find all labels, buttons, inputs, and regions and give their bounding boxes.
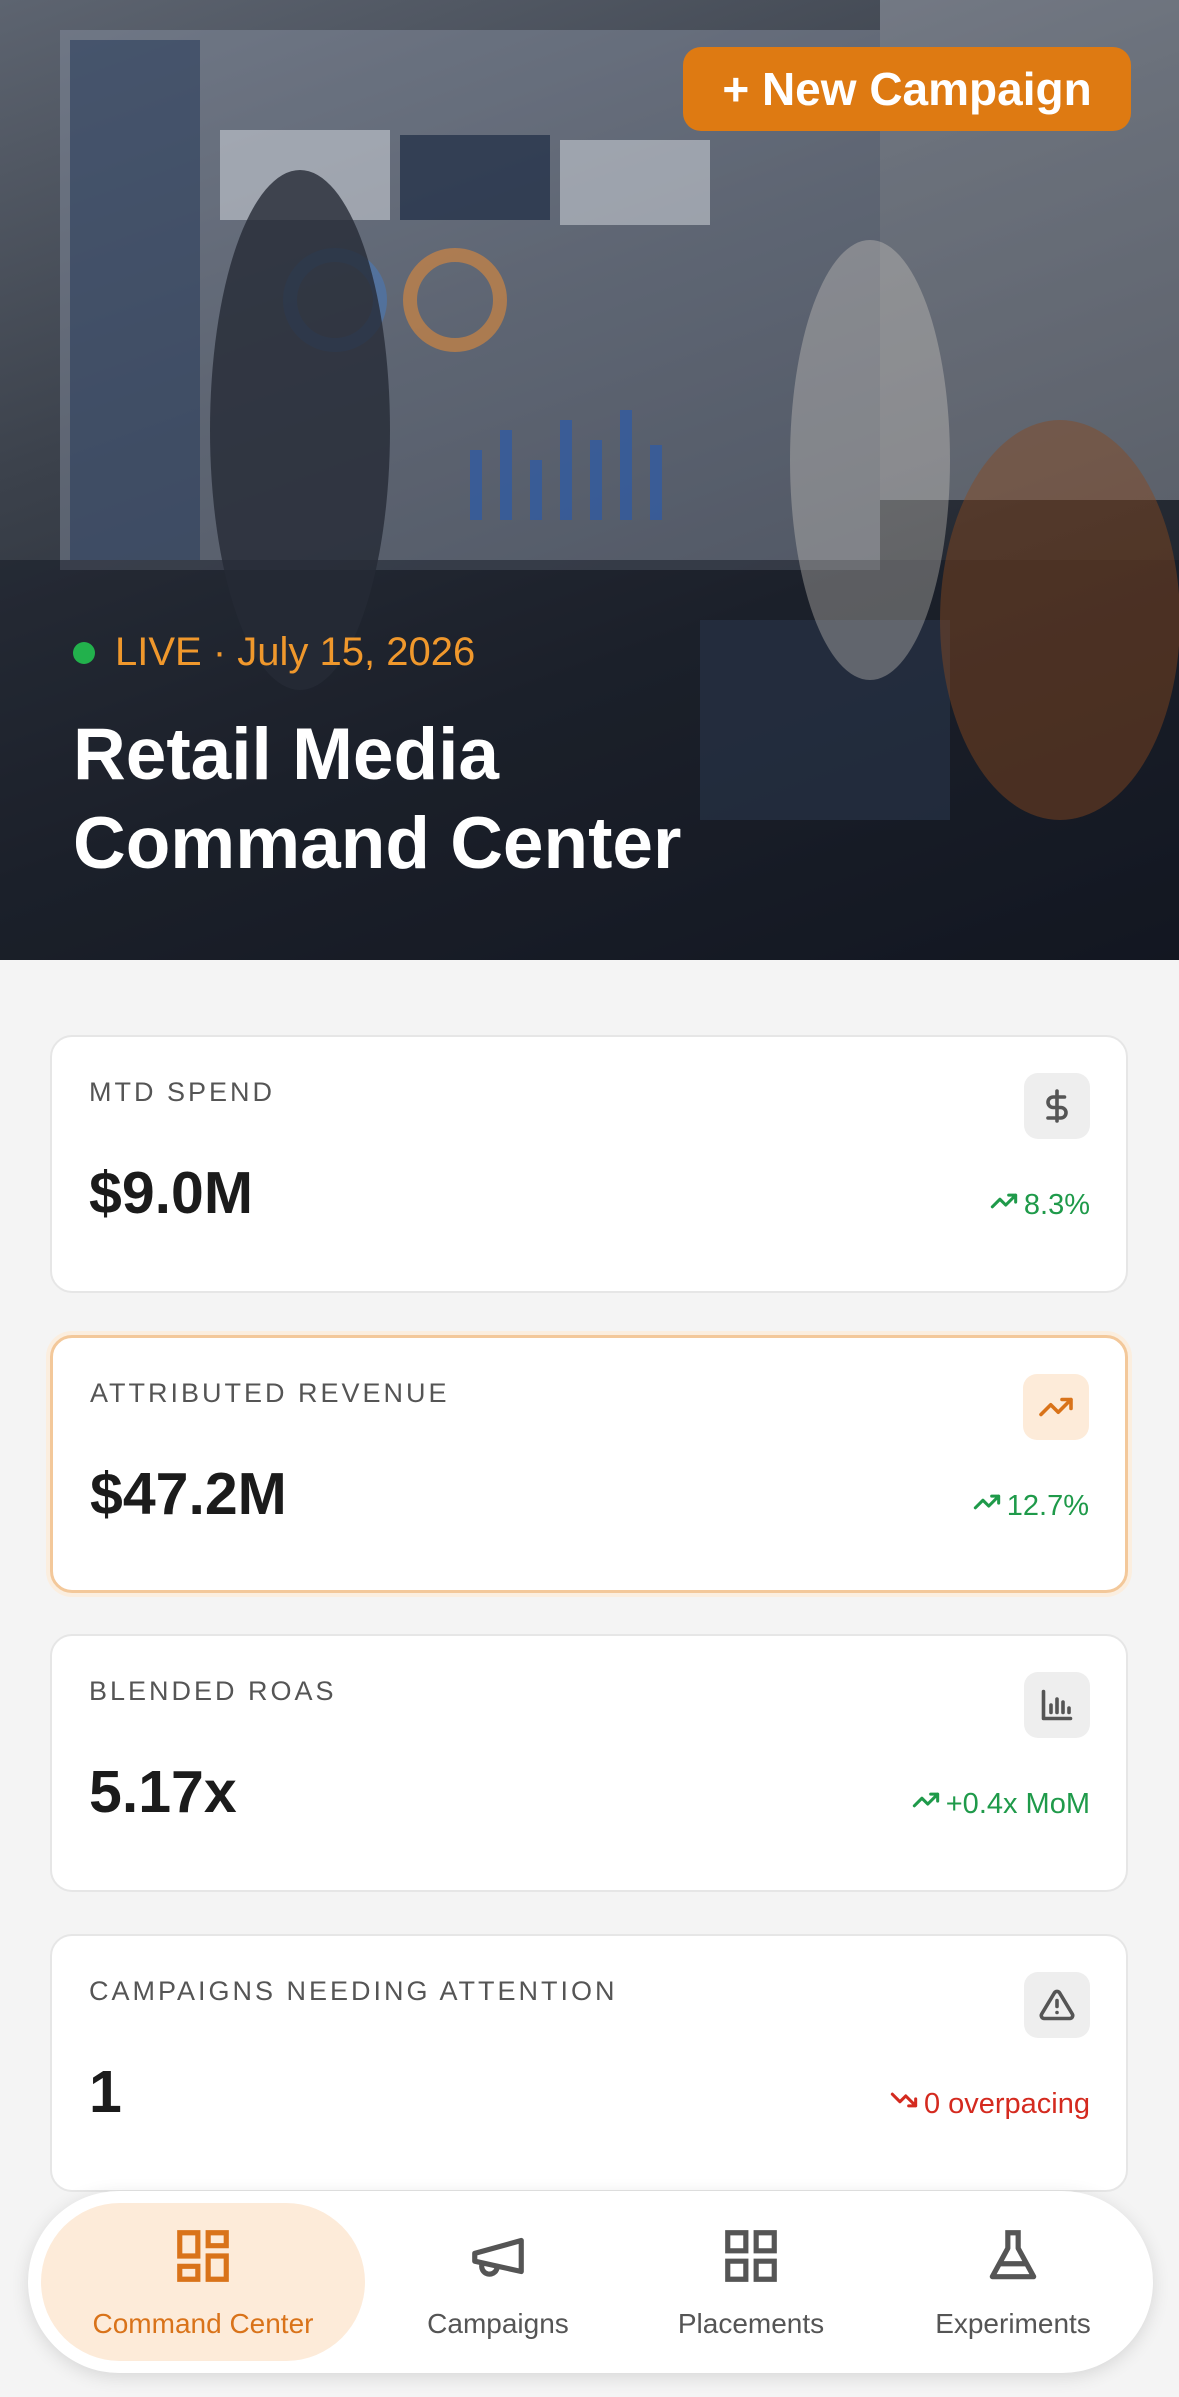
kpi-icon (1023, 1374, 1089, 1440)
delta-text: 8.3% (1023, 1188, 1090, 1221)
kpi-label: MTD SPEND (89, 1077, 276, 1107)
title-line: Retail Media (73, 714, 499, 795)
delta-text: +0.4x MoM (945, 1787, 1090, 1820)
status-text: LIVE · July 15, 2026 (115, 630, 476, 674)
nav-item[interactable]: Command Center (43, 2191, 363, 2373)
kpi-delta: 12.7% (973, 1488, 1089, 1524)
trend-icon (973, 1488, 1001, 1524)
kpi-value: 1 (89, 2059, 122, 2125)
active-pill (41, 2203, 365, 2361)
trend-icon (890, 2086, 918, 2122)
kpi-value: 5.17x (89, 1759, 237, 1825)
nav-label: Placements (677, 2307, 825, 2339)
nav-label: Experiments (935, 2307, 1091, 2339)
title-line: Command Center (73, 803, 682, 884)
page-title: Retail Media Command Center (73, 710, 681, 888)
kpi-value: $47.2M (90, 1461, 287, 1527)
nav-icon (982, 2225, 1044, 2294)
hero: + New Campaign LIVE · July 15, 2026 Reta… (0, 0, 1179, 960)
kpi-label: ATTRIBUTED REVENUE (90, 1378, 450, 1408)
nav-icon (720, 2225, 782, 2294)
live-status: LIVE · July 15, 2026 (73, 630, 475, 675)
live-dot (73, 641, 95, 664)
kpi-delta: 0 overpacing (890, 2086, 1090, 2122)
trend-icon (912, 1786, 940, 1822)
kpi-delta: 8.3% (990, 1187, 1090, 1223)
kpi-icon (1024, 1672, 1090, 1738)
delta-text: 0 overpacing (923, 2087, 1090, 2120)
kpi-delta: +0.4x MoM (912, 1786, 1090, 1822)
kpi-card: MTD SPEND $9.0M 8.3% (50, 1035, 1128, 1293)
kpi-icon (1024, 1073, 1090, 1139)
bottom-nav: Command Center Campaigns Placements Experim… (28, 2191, 1153, 2373)
nav-icon (172, 2225, 234, 2294)
trend-icon (990, 1187, 1018, 1223)
kpi-card: ATTRIBUTED REVENUE $47.2M 12.7% (50, 1335, 1128, 1593)
nav-item[interactable]: Experiments (853, 2191, 1173, 2373)
kpi-card: CAMPAIGNS NEEDING ATTENTION 1 0 overpacing (50, 1934, 1128, 2192)
nav-label: Campaigns (427, 2307, 569, 2339)
nav-item[interactable]: Campaigns (338, 2191, 658, 2373)
kpi-icon (1024, 1972, 1090, 2038)
kpi-label: CAMPAIGNS NEEDING ATTENTION (89, 1976, 618, 2006)
delta-text: 12.7% (1006, 1489, 1089, 1522)
nav-icon (467, 2225, 529, 2294)
kpi-card: BLENDED ROAS 5.17x +0.4x MoM (50, 1634, 1128, 1892)
kpi-value: $9.0M (89, 1160, 253, 1226)
kpi-label: BLENDED ROAS (89, 1676, 337, 1706)
nav-item[interactable]: Placements (591, 2191, 911, 2373)
new-campaign-button[interactable]: + New Campaign (683, 47, 1131, 131)
nav-label: Command Center (92, 2307, 314, 2339)
